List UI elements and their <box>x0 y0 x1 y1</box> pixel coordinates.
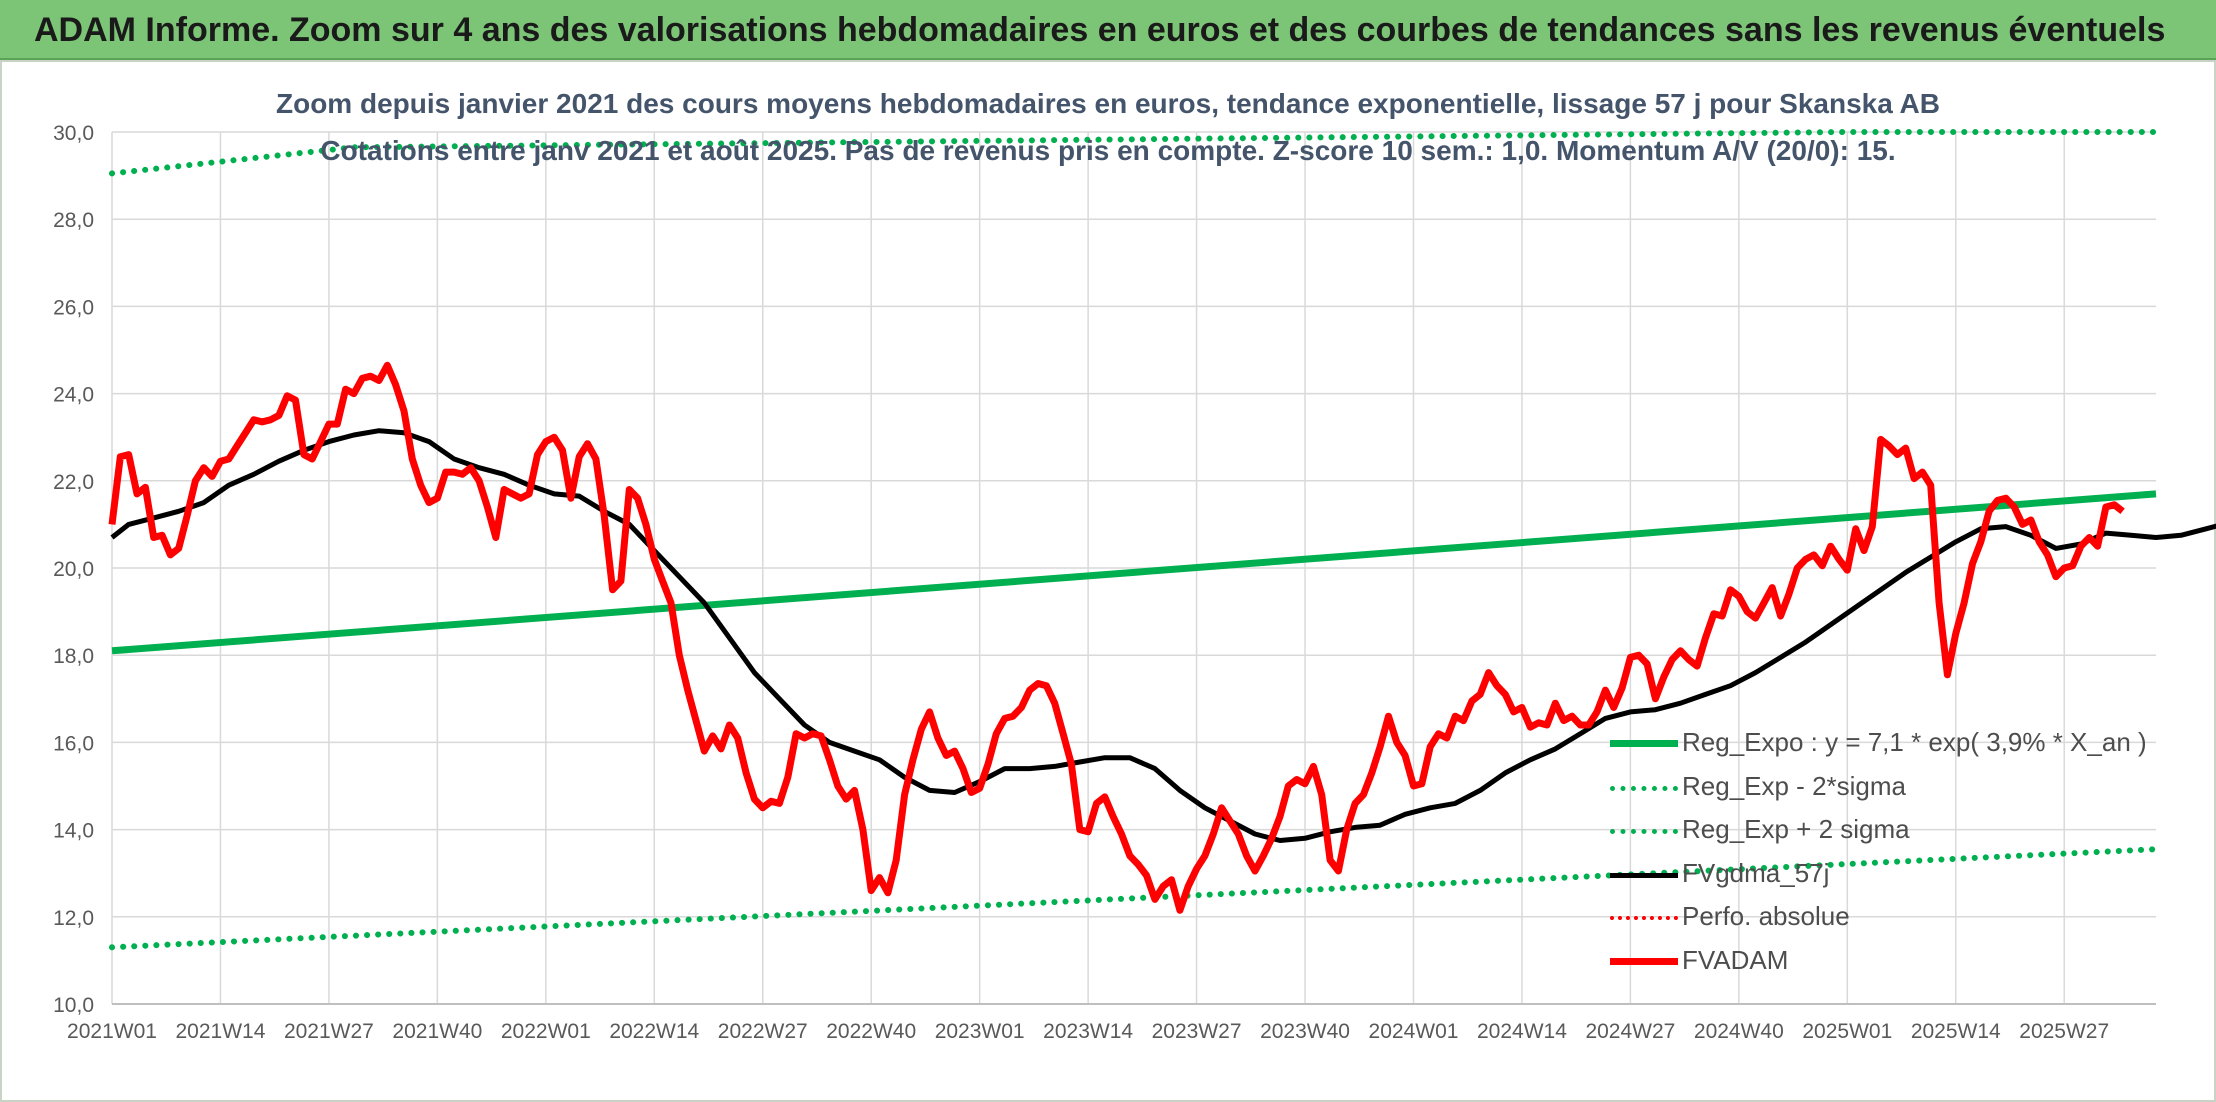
x-tick-label: 2022W14 <box>609 1020 699 1043</box>
y-tick-label: 12,0 <box>53 907 94 930</box>
legend-swatch-reg-exp-plus <box>1610 829 1678 835</box>
x-tick-label: 2022W27 <box>718 1020 808 1043</box>
chart-title: Zoom depuis janvier 2021 des cours moyen… <box>276 88 1940 119</box>
x-tick-label: 2024W40 <box>1694 1020 1784 1043</box>
chart-series <box>108 129 2216 951</box>
y-tick-label: 30,0 <box>53 122 94 145</box>
y-axis-tick-labels: 10,0 12,0 14,0 16,0 18,0 20,0 22,0 24,0 26,0 28,0… <box>53 122 94 1017</box>
legend-swatch-reg-expo <box>1610 740 1678 747</box>
legend-label-reg-exp-minus: Reg_Exp - 2*sigma <box>1682 770 1906 801</box>
y-tick-label: 10,0 <box>53 994 94 1017</box>
chart-subtitle: Cotations entre janv 2021 et août 2025. … <box>320 135 1896 166</box>
x-tick-label: 2023W40 <box>1260 1020 1350 1043</box>
y-tick-label: 14,0 <box>53 820 94 843</box>
x-tick-label: 2024W01 <box>1369 1020 1459 1043</box>
chart-gridlines <box>111 131 2156 1005</box>
x-tick-label: 2021W40 <box>392 1020 482 1043</box>
report-banner-title: ADAM Informe. Zoom sur 4 ans des valoris… <box>0 0 2216 60</box>
x-tick-label: 2025W14 <box>1911 1020 2001 1043</box>
legend-swatch-fvadam <box>1610 957 1678 965</box>
x-tick-label: 2023W14 <box>1043 1020 1133 1043</box>
y-tick-label: 16,0 <box>53 732 94 755</box>
x-tick-label: 2021W01 <box>67 1020 157 1043</box>
y-tick-label: 26,0 <box>53 296 94 319</box>
x-axis-tick-labels: 2021W01 2021W14 2021W27 2021W40 2022W01 2022W… <box>67 1020 2109 1043</box>
x-tick-label: 2022W40 <box>826 1020 916 1043</box>
x-tick-label: 2021W27 <box>284 1020 374 1043</box>
legend-swatch-fvgdma <box>1610 872 1678 878</box>
x-tick-label: 2022W01 <box>501 1020 591 1043</box>
series-reg-exp-minus-2sigma <box>109 846 2159 951</box>
legend-swatch-perfo-absolue <box>1610 916 1678 921</box>
series-fvadam <box>108 361 2125 914</box>
y-tick-label: 24,0 <box>53 384 94 407</box>
y-tick-label: 18,0 <box>53 645 94 668</box>
y-tick-label: 28,0 <box>53 209 94 232</box>
x-tick-label: 2023W01 <box>935 1020 1025 1043</box>
legend-label-fvgdma: FVgdma_57j <box>1682 857 1830 888</box>
legend-label-perfo-absolue: Perfo. absolue <box>1682 901 1850 932</box>
series-reg-exp-plus-2sigma <box>109 129 2159 177</box>
x-tick-label: 2025W01 <box>1802 1020 1892 1043</box>
legend-swatch-reg-exp-minus <box>1610 785 1678 791</box>
legend-label-reg-expo: Reg_Expo : y = 7,1 * exp( 3,9% * X_an ) <box>1682 727 2147 757</box>
x-tick-label: 2023W27 <box>1152 1020 1242 1043</box>
series-reg-expo <box>111 490 2157 655</box>
legend-label-reg-exp-plus: Reg_Exp + 2 sigma <box>1682 814 1910 845</box>
x-tick-label: 2024W27 <box>1585 1020 1675 1043</box>
x-tick-label: 2025W27 <box>2019 1020 2109 1043</box>
x-tick-label: 2024W14 <box>1477 1020 1567 1043</box>
x-tick-label: 2021W14 <box>176 1020 266 1043</box>
series-fvgdma-57j <box>110 428 2216 843</box>
y-tick-label: 20,0 <box>53 558 94 581</box>
legend-label-fvadam: FVADAM <box>1682 944 1789 975</box>
chart-frame <box>0 60 2216 1102</box>
y-tick-label: 22,0 <box>53 471 94 494</box>
